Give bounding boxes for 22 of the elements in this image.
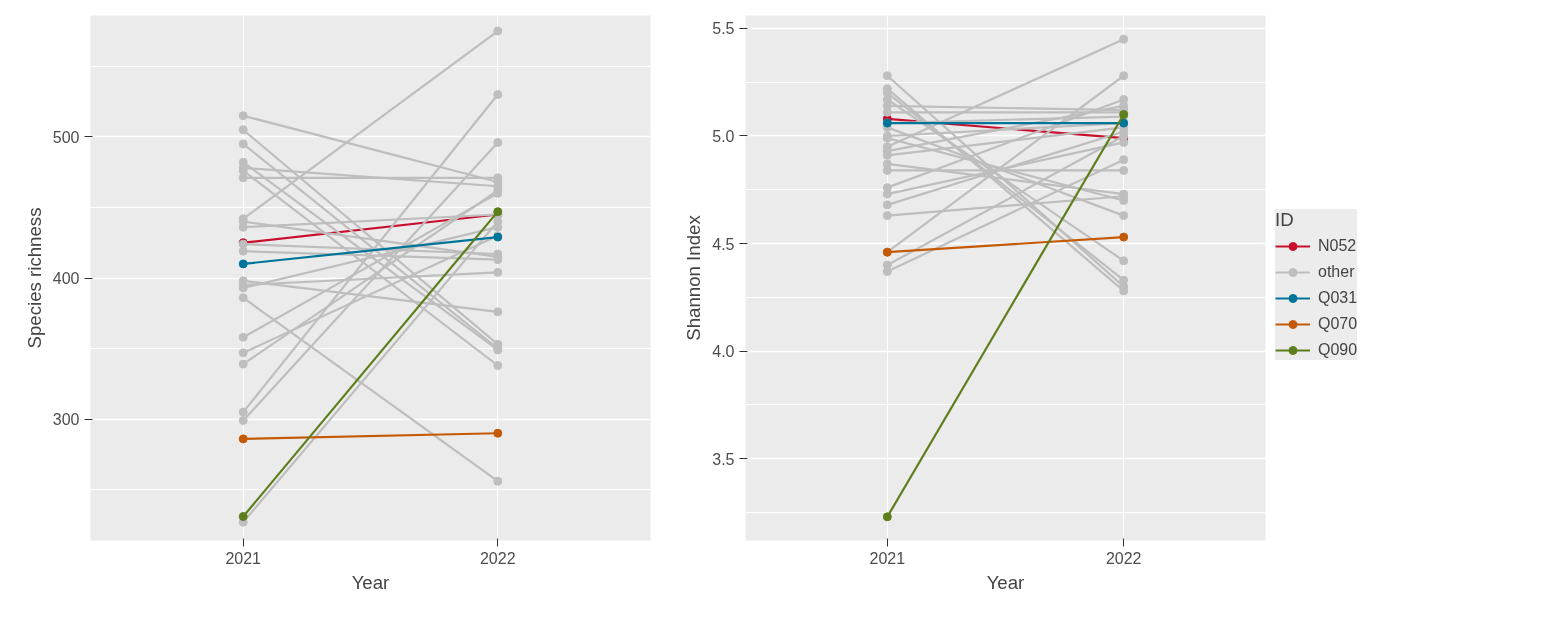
y-tick-label: 4.5 [712,235,735,253]
y-tick-label: 3.5 [712,450,735,468]
y-tick-label: 400 [52,270,80,287]
legend-label: N052 [1318,237,1357,255]
y-axis-title: Shannon Index [683,214,705,341]
x-tick-label: 2021 [225,549,262,567]
y-axis-title: Species richness [23,207,45,349]
y-tick-label: 5.5 [712,20,735,38]
y-tick-label: 300 [52,411,80,429]
legend-label: other [1318,263,1355,281]
legend-title: ID [1275,209,1295,231]
x-tick-label: 2022 [479,549,516,567]
x-axis-title: Year [351,571,390,593]
x-axis-title: Year [986,571,1025,593]
y-tick-label: 5.0 [712,127,735,145]
y-tick-label: 500 [52,128,80,146]
x-tick-label: 2022 [1105,549,1142,567]
x-tick-label: 2021 [869,549,906,567]
legend-label: Q070 [1318,315,1358,333]
legend-label: Q031 [1318,289,1358,307]
y-tick-label: 4.0 [712,343,735,361]
legend-label: Q090 [1318,341,1358,359]
